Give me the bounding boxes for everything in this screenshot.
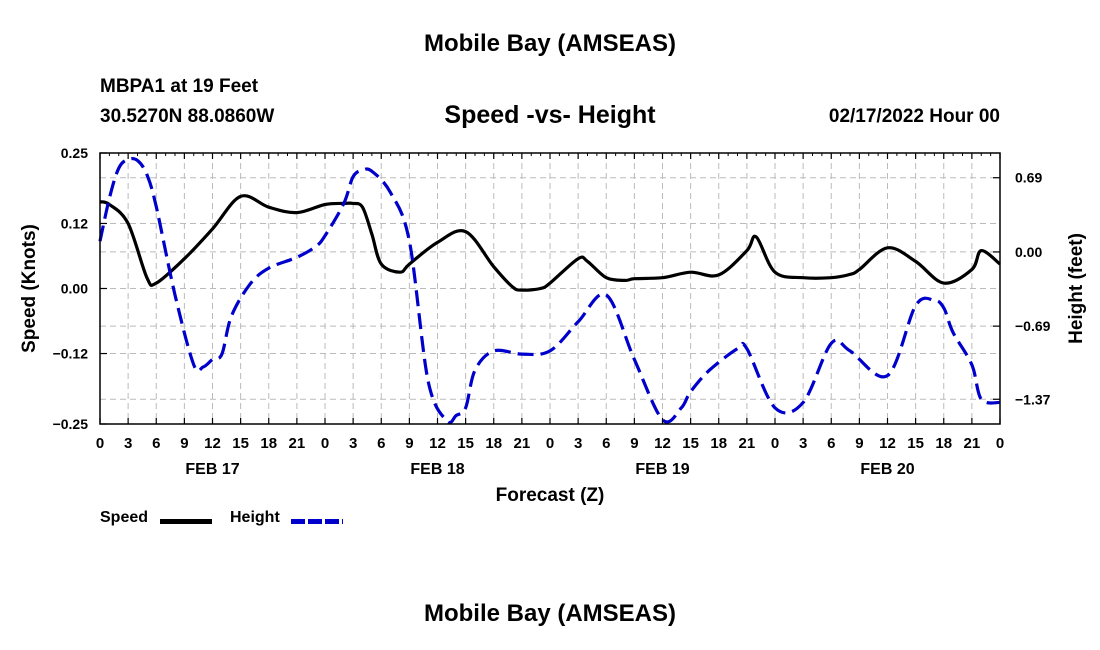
x-tick-label: 15 — [682, 435, 699, 452]
x-tick-label: 18 — [485, 435, 502, 452]
y2-axis-title: Height (feet) — [1066, 233, 1087, 344]
axis-labels: 0 3 6 9 12 15 18 21 0 3 6 9 12 15 18 21 0 3 6 9 12 15 18 21 0 3 6 9… — [19, 145, 1087, 506]
x-tick-label: 0 — [321, 435, 329, 452]
y-tick-label: 0.12 — [61, 215, 88, 231]
y-tick-label: 0.25 — [61, 145, 88, 161]
x-tick-label: 6 — [152, 435, 160, 452]
y2-tick-label: −1.37 — [1015, 391, 1051, 407]
x-tick-label: 21 — [739, 435, 756, 452]
y-tick-label: −0.12 — [53, 346, 89, 362]
x-day-label: FEB 20 — [860, 461, 914, 478]
x-tick-label: 12 — [879, 435, 896, 452]
x-tick-label: 6 — [827, 435, 835, 452]
x-tick-label: 9 — [405, 435, 413, 452]
x-tick-label: 6 — [602, 435, 610, 452]
series-line-speed — [99, 194, 1002, 292]
y2-tick-label: 0.00 — [1015, 244, 1042, 260]
x-tick-label: 18 — [710, 435, 727, 452]
y-axis-title: Speed (Knots) — [19, 224, 40, 353]
legend-speed-swatch — [160, 519, 212, 524]
grid-lines — [100, 153, 1000, 424]
legend-speed-label: Speed — [100, 509, 149, 526]
chart-title: Speed -vs- Height — [444, 101, 656, 129]
x-tick-label: 15 — [907, 435, 924, 452]
x-day-label: FEB 18 — [410, 461, 464, 478]
x-tick-label: 3 — [349, 435, 357, 452]
x-tick-label: 21 — [514, 435, 531, 452]
station-label: MBPA1 at 19 Feet — [100, 76, 259, 97]
station-coordinates: 30.5270N 88.0860W — [100, 106, 275, 127]
x-day-label: FEB 19 — [635, 461, 689, 478]
x-tick-label: 18 — [260, 435, 277, 452]
x-tick-label: 9 — [630, 435, 638, 452]
y2-tick-label: 0.69 — [1015, 170, 1042, 186]
x-axis-title: Forecast (Z) — [496, 485, 605, 506]
y2-tick-label: −0.69 — [1015, 318, 1051, 334]
x-tick-label: 0 — [546, 435, 554, 452]
x-tick-label: 3 — [124, 435, 132, 452]
x-tick-label: 12 — [204, 435, 221, 452]
x-tick-label: 3 — [799, 435, 807, 452]
x-tick-label: 0 — [996, 435, 1004, 452]
x-day-label: FEB 17 — [185, 461, 239, 478]
footer-title: Mobile Bay (AMSEAS) — [423, 600, 677, 627]
x-tick-label: 9 — [855, 435, 863, 452]
x-tick-label: 18 — [935, 435, 952, 452]
series-line-height — [98, 156, 1001, 425]
x-tick-label: 0 — [96, 435, 104, 452]
series-lines — [98, 156, 1002, 425]
x-tick-label: 21 — [289, 435, 306, 452]
x-tick-label: 9 — [180, 435, 188, 452]
y-tick-label: 0.00 — [61, 281, 88, 297]
x-tick-label: 15 — [457, 435, 474, 452]
legend-height-swatch — [291, 519, 343, 524]
x-tick-label: 0 — [771, 435, 779, 452]
x-tick-label: 6 — [377, 435, 385, 452]
y-tick-label: −0.25 — [53, 416, 89, 432]
x-tick-label: 12 — [429, 435, 446, 452]
forecast-date: 02/17/2022 Hour 00 — [828, 106, 1000, 127]
legend-height-label: Height — [230, 509, 280, 526]
axis-ticks — [99, 152, 1001, 425]
x-tick-label: 12 — [654, 435, 671, 452]
x-tick-label: 21 — [964, 435, 981, 452]
x-tick-label: 3 — [574, 435, 582, 452]
x-tick-label: 15 — [232, 435, 249, 452]
page-title: Mobile Bay (AMSEAS) — [423, 30, 677, 57]
